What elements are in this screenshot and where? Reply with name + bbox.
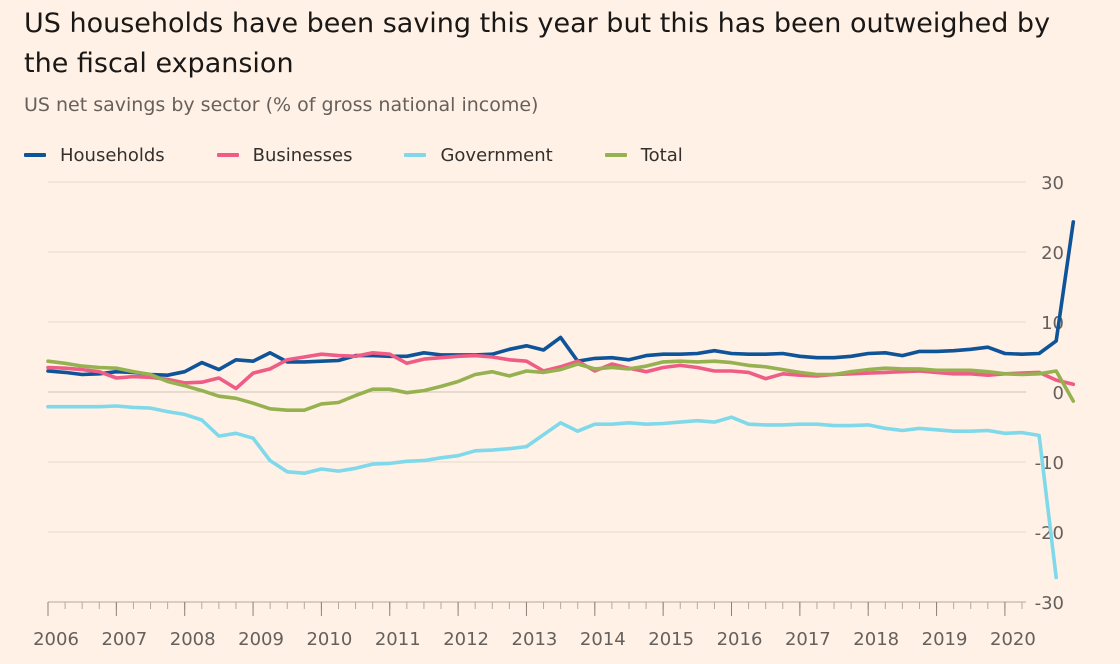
x-tick-label: 2018 — [853, 629, 899, 650]
series-line-households — [46, 220, 1076, 378]
x-tick-label: 2017 — [785, 629, 831, 650]
x-tick-label: 2013 — [512, 629, 558, 650]
series-line-total — [46, 359, 1076, 413]
series-line-businesses — [46, 350, 1076, 391]
x-tick-label: 2008 — [170, 629, 216, 650]
x-tick-label: 2006 — [33, 629, 79, 650]
legend-item-total: Total — [604, 144, 683, 166]
x-tick-label: 2015 — [648, 629, 694, 650]
x-tick-label: 2014 — [580, 629, 626, 650]
legend: Households Businesses Government Total — [24, 142, 735, 168]
legend-label-government: Government — [440, 144, 553, 166]
legend-swatch-households — [24, 153, 46, 157]
legend-swatch-businesses — [216, 153, 239, 157]
x-tick-label: 2012 — [443, 629, 489, 650]
legend-swatch-government — [404, 153, 427, 157]
legend-item-businesses: Businesses — [216, 144, 353, 166]
legend-label-total: Total — [640, 144, 683, 166]
y-tick-label: 20 — [1041, 243, 1064, 264]
x-tick-label: 2019 — [922, 629, 968, 650]
y-tick-label: -30 — [1035, 593, 1064, 614]
x-tick-label: 2020 — [990, 629, 1036, 650]
y-tick-label: 30 — [1041, 173, 1064, 194]
x-tick-label: 2011 — [375, 629, 421, 650]
chart-title: US households have been saving this year… — [24, 8, 1051, 79]
legend-label-businesses: Businesses — [252, 144, 353, 166]
x-tick-label: 2007 — [101, 629, 147, 650]
legend-swatch-total — [604, 153, 627, 157]
x-tick-label: 2016 — [717, 629, 763, 650]
x-tick-label: 2010 — [306, 629, 352, 650]
chart-subtitle: US net savings by sector (% of gross nat… — [24, 94, 539, 116]
y-tick-label: -10 — [1035, 453, 1064, 474]
legend-item-households: Households — [24, 145, 165, 166]
x-tick-label: 2009 — [238, 629, 284, 650]
legend-item-government: Government — [404, 144, 553, 166]
series-line-government — [46, 404, 1058, 580]
y-tick-label: 0 — [1053, 383, 1064, 404]
legend-label-households: Households — [60, 144, 165, 166]
